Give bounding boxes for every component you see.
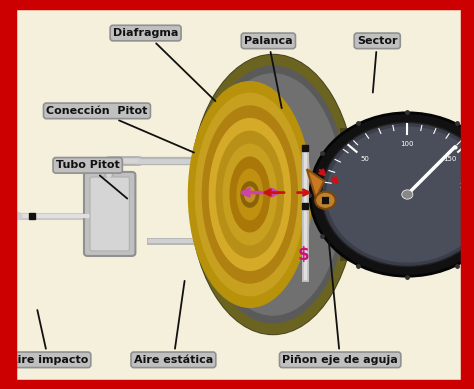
Ellipse shape	[216, 131, 283, 258]
Ellipse shape	[223, 144, 276, 245]
Ellipse shape	[190, 54, 356, 335]
Text: Piñon eje de aguja: Piñon eje de aguja	[283, 242, 398, 365]
Polygon shape	[307, 169, 324, 198]
Ellipse shape	[195, 93, 304, 296]
Ellipse shape	[245, 187, 255, 202]
Circle shape	[326, 126, 474, 263]
FancyBboxPatch shape	[84, 172, 136, 256]
Ellipse shape	[189, 82, 311, 307]
Text: Diafragma: Diafragma	[113, 28, 215, 101]
Ellipse shape	[202, 106, 297, 283]
Text: Aire impacto: Aire impacto	[9, 310, 88, 365]
Circle shape	[315, 192, 336, 209]
Circle shape	[321, 196, 330, 204]
Ellipse shape	[210, 119, 291, 270]
Text: Palanca: Palanca	[244, 36, 292, 108]
Text: Conección  Pitot: Conección Pitot	[46, 106, 194, 152]
Circle shape	[402, 190, 413, 199]
Text: $: $	[297, 246, 309, 264]
Ellipse shape	[191, 56, 355, 334]
Text: Tubo Pitot: Tubo Pitot	[56, 160, 127, 198]
Ellipse shape	[203, 74, 343, 315]
FancyBboxPatch shape	[90, 177, 129, 251]
Text: 150: 150	[443, 156, 456, 162]
Ellipse shape	[237, 169, 263, 220]
Circle shape	[310, 113, 474, 276]
Text: Aire estática: Aire estática	[134, 281, 213, 365]
Ellipse shape	[230, 157, 270, 232]
Ellipse shape	[12, 212, 22, 219]
FancyBboxPatch shape	[340, 128, 386, 261]
Text: Sector: Sector	[357, 36, 398, 93]
Circle shape	[322, 123, 474, 266]
Ellipse shape	[199, 66, 347, 323]
Text: 50: 50	[360, 156, 369, 162]
Text: 200: 200	[460, 183, 474, 189]
Text: 100: 100	[401, 141, 414, 147]
Ellipse shape	[241, 182, 259, 207]
